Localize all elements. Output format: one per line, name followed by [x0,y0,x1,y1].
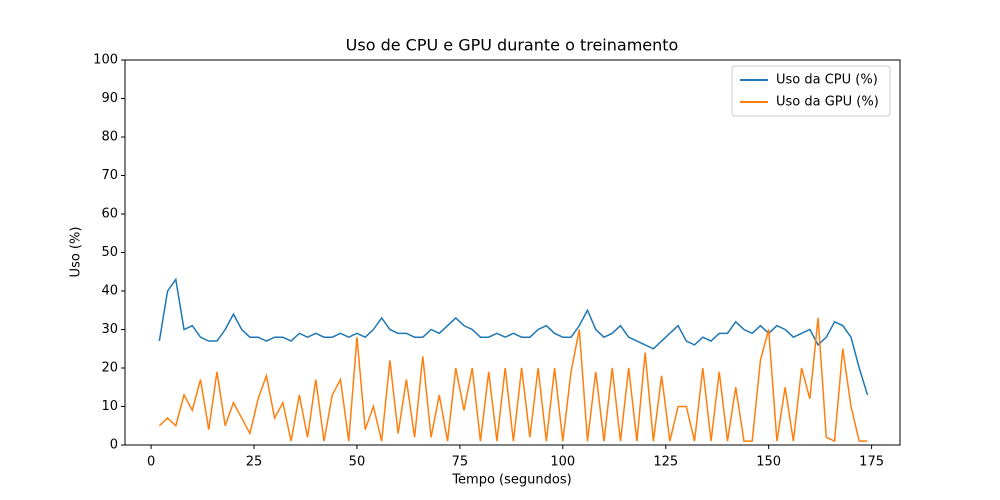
x-tick-label: 25 [246,455,263,470]
y-tick-label: 30 [101,322,118,337]
series-line [158,317,868,443]
plot-frame [124,59,901,446]
x-tick-label: 150 [756,455,781,470]
x-tick-label: 125 [653,455,678,470]
y-axis-label: Uso (%) [69,227,84,278]
y-tick-label: 70 [101,168,118,183]
y-tick-label: 90 [101,91,118,106]
chart-title: Uso de CPU e GPU durante o treinamento [346,36,679,55]
y-tick-label: 0 [110,438,118,453]
legend-label: Uso da GPU (%) [776,95,879,110]
legend-label: Uso da CPU (%) [776,73,878,88]
x-tick-label: 100 [550,455,575,470]
y-tick-label: 80 [101,130,118,145]
y-tick-label: 10 [101,399,118,414]
series-line [158,277,869,396]
x-tick-label: 50 [349,455,366,470]
y-tick-label: 20 [101,361,118,376]
y-tick-label: 50 [101,245,118,260]
y-tick-label: 60 [101,207,118,222]
y-tick-label: 40 [101,284,118,299]
x-tick-label: 0 [147,455,155,470]
legend-box [731,65,891,117]
x-tick-label: 175 [859,455,884,470]
x-axis-label: Tempo (segundos) [451,473,571,488]
y-tick-label: 100 [93,53,118,68]
x-tick-label: 75 [452,455,469,470]
